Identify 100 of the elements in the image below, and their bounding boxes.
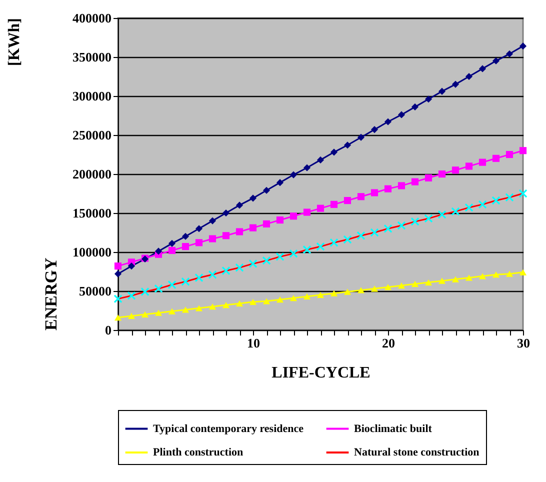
point [195,225,203,232]
point [370,286,378,292]
point [438,278,446,284]
point [248,259,258,268]
point [330,200,338,208]
point [114,270,122,278]
legend-label: Typical contemporary residence [153,422,304,435]
point [168,280,176,290]
point [492,272,500,278]
point [236,300,244,307]
point [478,65,486,72]
point [290,294,298,302]
y-tick-label: 100000 [72,244,112,260]
point [154,310,162,316]
x-tick-label: 20 [382,336,395,350]
point [222,266,230,276]
point [519,42,527,50]
point [182,243,190,250]
point [506,150,514,158]
point [438,170,446,178]
point [236,228,244,236]
point [208,235,216,242]
point [384,185,392,192]
point [424,174,432,182]
point [478,158,486,166]
point [438,210,446,219]
legend-label: Natural stone construction [354,446,480,458]
point [506,270,514,277]
point [424,214,433,223]
point [518,189,528,198]
point [316,242,325,251]
point [195,305,203,312]
point [357,287,365,294]
point [492,57,500,64]
point [208,304,216,310]
x-tick-label: 30 [517,336,530,350]
x-tick-label: 10 [247,336,260,350]
point [424,279,432,286]
point [168,240,176,247]
point [356,231,366,240]
y-tick-label: 0 [105,322,112,338]
point [452,166,460,174]
point [344,196,352,204]
point [384,224,392,233]
point [208,270,217,279]
point [398,282,406,289]
point [168,246,176,254]
point [114,314,122,321]
point [398,182,406,190]
point [465,72,473,80]
point [411,178,419,186]
x-axis-title: LIFE-CYCLE [272,364,370,382]
y-tick-label: 350000 [72,50,112,64]
point [302,245,312,254]
point [195,239,203,246]
point [464,203,474,212]
point [519,147,527,154]
text: [KWh] [6,18,23,66]
point [343,235,352,244]
point [194,273,204,282]
point [262,298,270,304]
point [384,118,392,126]
point [452,80,460,88]
point [370,189,378,196]
point [276,179,284,186]
point [438,88,446,95]
point [127,291,136,300]
point [397,221,406,230]
y-tick-label: 200000 [72,166,112,182]
point [168,308,176,314]
point [276,216,284,224]
point [303,164,311,172]
point [276,296,284,303]
point [262,256,271,265]
point [316,204,324,212]
point [330,238,338,247]
point [465,274,473,281]
point [411,280,419,288]
point [290,212,298,220]
point [330,148,338,156]
point [370,228,379,237]
point [249,194,257,202]
point [222,232,230,240]
point [410,217,420,226]
point [262,220,270,228]
y-tick-label: 250000 [72,128,112,142]
point [357,134,365,141]
point [492,196,500,205]
legend-label: Plinth construction [153,446,244,458]
point [344,288,352,295]
point [128,312,136,320]
point [424,96,432,103]
point [316,156,324,164]
point [398,111,406,118]
point [181,277,190,286]
point [114,294,122,304]
point [222,209,230,217]
point [182,232,190,240]
point [330,290,338,296]
point [289,249,298,258]
